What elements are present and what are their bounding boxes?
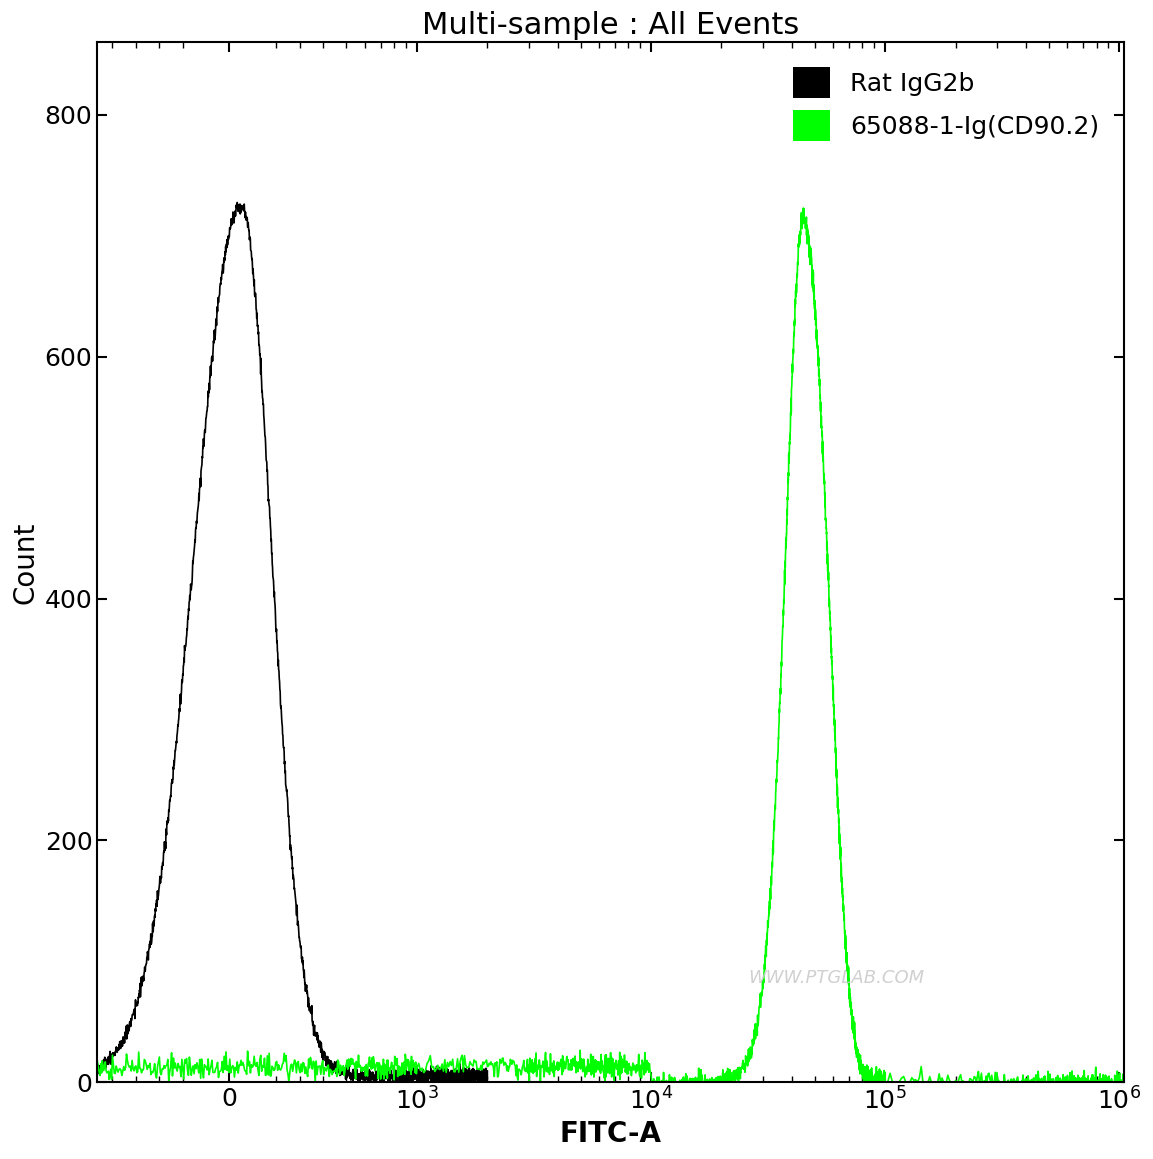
Legend: Rat IgG2b, 65088-1-Ig(CD90.2): Rat IgG2b, 65088-1-Ig(CD90.2)	[781, 54, 1111, 153]
Title: Multi-sample : All Events: Multi-sample : All Events	[422, 12, 799, 41]
Y-axis label: Count: Count	[12, 522, 39, 604]
X-axis label: FITC-A: FITC-A	[559, 1120, 662, 1147]
Text: WWW.PTGLAB.COM: WWW.PTGLAB.COM	[748, 969, 925, 987]
